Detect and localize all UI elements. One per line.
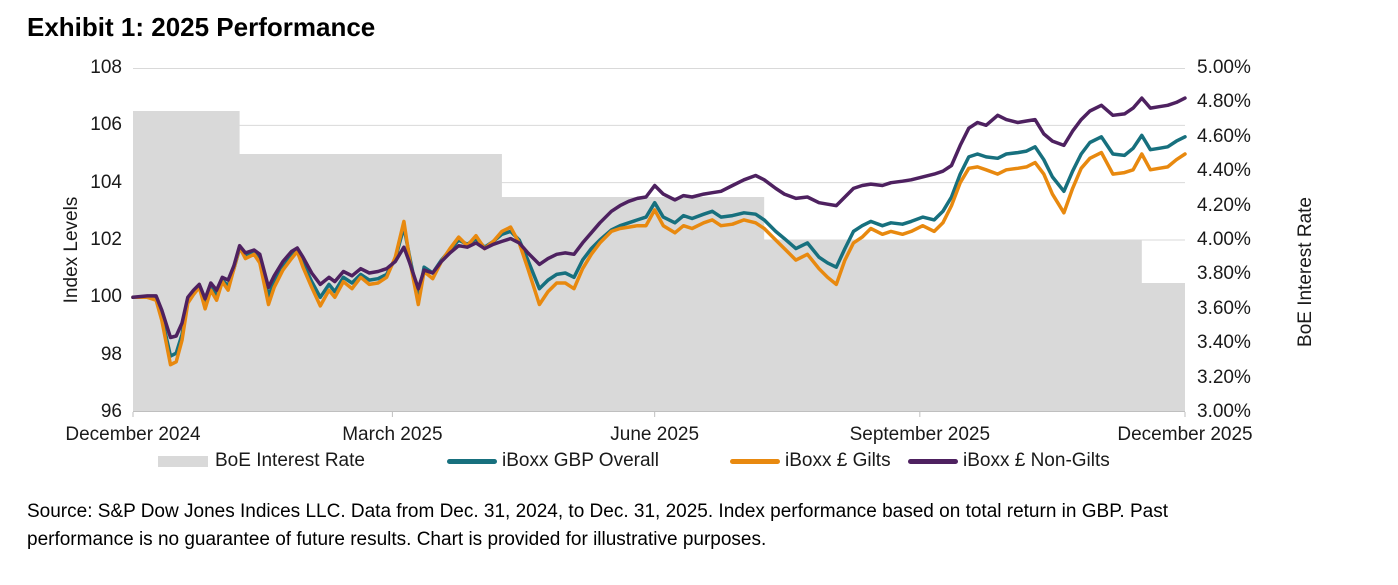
y-right-tick: 3.60% <box>1197 297 1251 319</box>
legend-label: BoE Interest Rate <box>215 450 365 471</box>
y-right-tick: 4.20% <box>1197 194 1251 216</box>
y-right-tick: 5.00% <box>1197 57 1251 78</box>
y-right-tick: 3.40% <box>1197 332 1251 354</box>
chart-title: Exhibit 1: 2025 Performance <box>27 12 376 42</box>
source-note: Source: S&P Dow Jones Indices LLC. Data … <box>27 498 1377 554</box>
legend-swatch-area <box>158 455 208 467</box>
y-axis-right-title: BoE Interest Rate <box>1295 197 1316 347</box>
y-right-tick: 3.80% <box>1197 263 1251 285</box>
x-axis-label: September 2025 <box>849 424 991 445</box>
legend-label: iBoxx £ Non-Gilts <box>963 450 1110 471</box>
legend-swatch-line <box>908 458 958 464</box>
y-right-tick: 4.80% <box>1197 91 1251 113</box>
series-line-2 <box>131 96 1187 340</box>
legend-label: iBoxx GBP Overall <box>502 450 659 471</box>
legend-label: iBoxx £ Gilts <box>785 450 891 471</box>
y-left-tick: 108 <box>90 57 122 78</box>
x-axis-label: June 2025 <box>610 424 700 445</box>
legend-item-0: BoE Interest Rate <box>158 448 365 474</box>
x-axis-label: March 2025 <box>342 424 443 445</box>
legend-swatch-line <box>730 458 780 464</box>
boe-rate-area <box>133 111 1185 412</box>
y-right-tick: 4.00% <box>1197 229 1251 250</box>
y-right-tick: 3.20% <box>1197 366 1251 388</box>
x-axis-label: December 2025 <box>1117 424 1253 445</box>
legend-item-3: iBoxx £ Non-Gilts <box>908 448 1110 474</box>
y-left-tick: 100 <box>90 286 122 308</box>
y-right-tick: 3.00% <box>1197 401 1251 422</box>
chart-canvas <box>131 68 1187 417</box>
y-left-tick: 106 <box>90 114 122 136</box>
y-right-tick: 4.60% <box>1197 125 1251 147</box>
y-left-tick: 104 <box>90 171 122 193</box>
legend-item-2: iBoxx £ Gilts <box>730 448 891 474</box>
legend-item-1: iBoxx GBP Overall <box>447 448 659 474</box>
y-left-tick: 98 <box>100 343 122 365</box>
series-line-1 <box>131 150 1187 367</box>
source-line-1: Source: S&P Dow Jones Indices LLC. Data … <box>27 501 1168 522</box>
x-axis-label: December 2024 <box>65 424 201 445</box>
y-left-tick: 96 <box>100 401 122 422</box>
plot-area <box>131 68 1187 417</box>
y-axis-left-title: Index Levels <box>61 196 82 304</box>
legend-swatch-line <box>447 458 497 464</box>
y-left-tick: 102 <box>90 229 122 250</box>
legend: BoE Interest Rate iBoxx GBP Overall iBoxx … <box>0 448 1398 474</box>
source-line-2: performance is no guarantee of future re… <box>27 529 767 550</box>
y-right-tick: 4.40% <box>1197 160 1251 182</box>
